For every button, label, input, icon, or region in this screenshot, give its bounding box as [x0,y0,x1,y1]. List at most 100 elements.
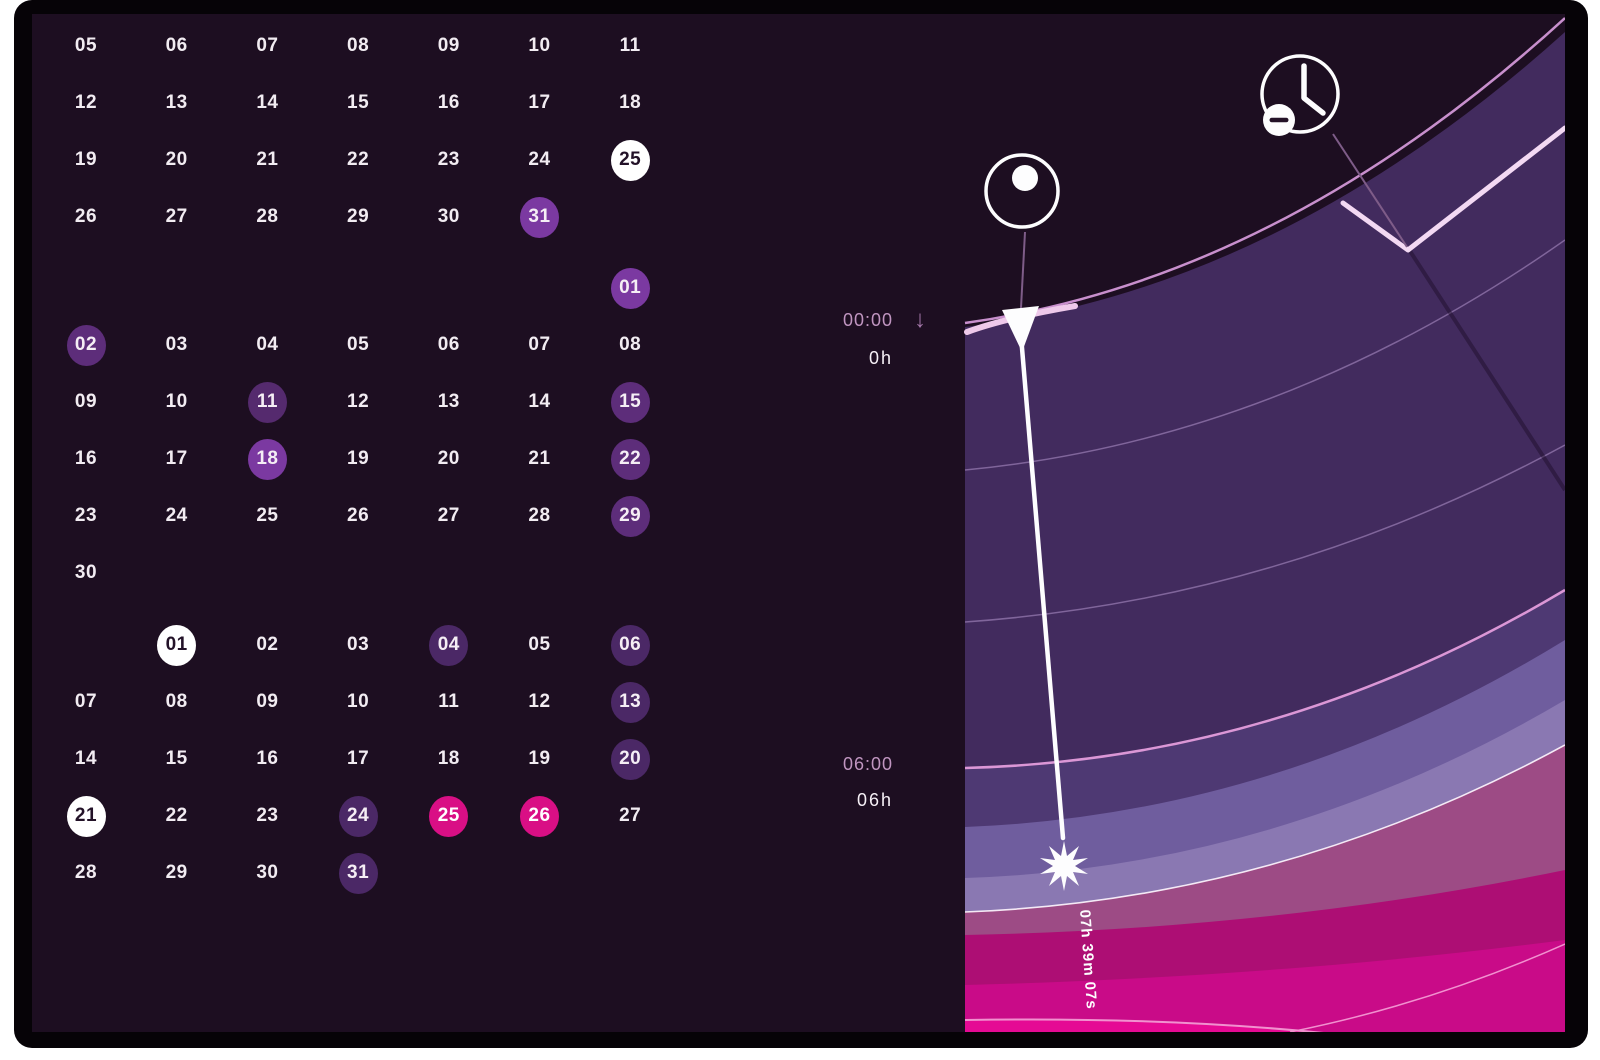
calendar-day[interactable]: 09 [256,691,279,712]
calendar-day-marked[interactable]: 31 [338,852,378,894]
calendar-day-marked[interactable]: 11 [247,381,287,423]
clock-minus-icon[interactable] [1260,54,1340,136]
calendar-day[interactable]: 29 [165,862,188,883]
calendar-day-marked[interactable]: 31 [520,196,559,238]
calendar-day[interactable]: 30 [437,206,460,227]
calendar-day[interactable]: 16 [437,92,460,113]
sun-icon[interactable] [984,153,1060,229]
calendar-day[interactable]: 27 [437,505,460,526]
calendar-day[interactable]: 20 [437,448,460,469]
calendar-day[interactable]: 12 [74,92,98,113]
sun-connector-line [1020,231,1026,309]
calendar-day[interactable]: 14 [256,92,279,113]
calendar-day-marked[interactable]: 04 [429,624,469,666]
calendar-day-marked[interactable]: 25 [610,139,650,181]
calendar-day[interactable]: 23 [437,149,460,170]
calendar-day[interactable]: 17 [528,92,551,113]
calendar-day[interactable]: 21 [528,448,551,469]
calendar-day[interactable]: 30 [256,862,279,883]
calendar-day[interactable]: 19 [74,149,98,170]
calendar-day[interactable]: 15 [347,92,370,113]
calendar-day[interactable]: 12 [528,691,551,712]
calendar-day[interactable]: 06 [437,334,460,355]
calendar-day[interactable]: 28 [74,862,98,883]
calendar-day[interactable]: 02 [256,634,279,655]
calendar-day[interactable]: 22 [347,149,370,170]
calendar-day[interactable]: 11 [438,691,460,712]
calendar-day[interactable]: 16 [74,448,98,469]
calendar-day[interactable]: 25 [256,505,279,526]
calendar-day[interactable]: 19 [347,448,370,469]
calendar-day[interactable]: 08 [619,334,642,355]
calendar-day[interactable]: 12 [347,391,370,412]
calendar-day[interactable]: 05 [528,634,551,655]
calendar-day[interactable]: 10 [347,691,370,712]
calendar-day[interactable]: 23 [256,805,279,826]
calendar-day[interactable]: 13 [165,92,188,113]
calendar-day[interactable]: 15 [165,748,188,769]
calendar-day[interactable]: 05 [347,334,370,355]
calendar-day[interactable]: 14 [528,391,551,412]
calendar-day[interactable]: 18 [619,92,642,113]
calendar-day[interactable]: 08 [347,35,370,56]
calendar-day-marked[interactable]: 20 [610,738,650,780]
midnight-edge-line [964,17,1565,325]
calendar-day[interactable]: 19 [528,748,551,769]
calendar-day-marked[interactable]: 18 [247,438,287,480]
calendar-day[interactable]: 29 [347,206,370,227]
calendar-day[interactable]: 07 [256,35,279,56]
calendar-day-marked[interactable]: 13 [610,681,650,723]
calendar-day[interactable]: 14 [74,748,98,769]
calendar-day[interactable]: 06 [165,35,188,56]
calendar-day[interactable]: 09 [74,391,98,412]
calendar-day-marked[interactable]: 25 [429,795,469,837]
calendar-day-marked[interactable]: 01 [610,267,650,309]
calendar-day[interactable]: 07 [74,691,98,712]
alarm-segment-bracket [1340,125,1565,253]
calendar-day[interactable]: 10 [528,35,551,56]
calendar-day[interactable]: 26 [347,505,370,526]
calendar-day[interactable]: 20 [165,149,188,170]
sleep-start-marker[interactable] [1002,306,1039,352]
calendar-day-marked[interactable]: 24 [338,795,378,837]
calendar-day[interactable]: 11 [619,35,641,56]
calendar-day[interactable]: 18 [437,748,460,769]
calendar-day-marked[interactable]: 06 [610,624,650,666]
calendar-day[interactable]: 24 [528,149,551,170]
calendar-day-marked[interactable]: 26 [520,795,559,837]
calendar-day[interactable]: 26 [74,206,98,227]
calendar-day[interactable]: 07 [528,334,551,355]
calendar-day-marked[interactable]: 22 [610,438,650,480]
app-content: 05 06 07 08 09 10 11 12 13 14 15 16 17 18 19 20 21 22 23 24… [32,14,1565,1032]
calendar-day[interactable]: 08 [165,691,188,712]
calendar-day-marked[interactable]: 21 [66,795,106,837]
calendar-day[interactable]: 03 [347,634,370,655]
calendar-day[interactable]: 27 [619,805,642,826]
calendar-day[interactable]: 17 [165,448,188,469]
calendar-day[interactable]: 13 [437,391,460,412]
calendar-day[interactable]: 22 [165,805,188,826]
calendar-day[interactable]: 09 [437,35,460,56]
calendar-day[interactable]: 21 [256,149,279,170]
calendar-day-marked[interactable]: 29 [610,495,650,537]
band-magenta [965,940,1565,1032]
calendar-day[interactable]: 24 [165,505,188,526]
calendar-day[interactable]: 05 [74,35,98,56]
calendar-grid: 05 06 07 08 09 10 11 12 13 14 15 16 17 18 19 20 21 22 23 24… [32,14,752,1032]
calendar-day[interactable]: 10 [165,391,188,412]
label-six-hours: 06h [856,790,893,810]
calendar-day[interactable]: 27 [165,206,188,227]
wake-starburst[interactable] [1040,841,1088,891]
calendar-day[interactable]: 16 [256,748,279,769]
hour-line-02 [964,239,1565,471]
calendar-day[interactable]: 28 [528,505,551,526]
calendar-day[interactable]: 03 [165,334,188,355]
calendar-day-marked[interactable]: 01 [157,624,197,666]
calendar-day-marked[interactable]: 15 [610,381,650,423]
calendar-day[interactable]: 30 [74,562,98,583]
calendar-day[interactable]: 23 [74,505,98,526]
calendar-day[interactable]: 04 [256,334,279,355]
calendar-day[interactable]: 17 [347,748,370,769]
calendar-day-marked[interactable]: 02 [66,324,106,366]
calendar-day[interactable]: 28 [256,206,279,227]
